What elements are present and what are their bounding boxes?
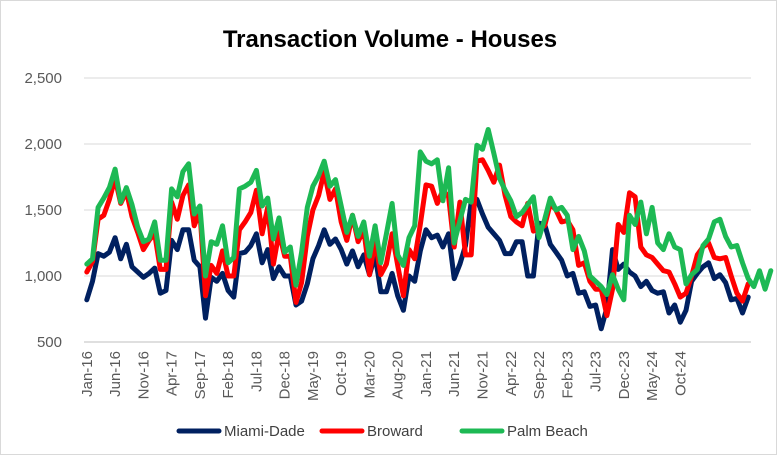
x-tick-label: Sep-17 — [192, 351, 209, 399]
x-tick-label: May-24 — [644, 351, 661, 401]
series-lines — [84, 127, 774, 332]
legend: Miami-Dade Broward Palm Beach — [176, 423, 588, 440]
x-tick-label: Nov-21 — [475, 351, 492, 399]
x-tick-label: Jun-21 — [446, 351, 463, 397]
x-tick-label: Sep-22 — [531, 351, 548, 399]
x-tick-label: Jan-16 — [79, 351, 96, 397]
y-tick-label: 2,500 — [24, 70, 62, 87]
x-tick-label: Jul-18 — [248, 351, 265, 392]
chart-title: Transaction Volume - Houses — [223, 26, 557, 53]
x-tick-label: Mar-20 — [361, 351, 378, 399]
y-axis: 500 1,000 1,500 2,000 2,500 — [24, 70, 62, 351]
x-tick-label: May-19 — [305, 351, 322, 401]
y-tick-label: 1,000 — [24, 268, 62, 285]
legend-label: Broward — [367, 423, 423, 440]
x-tick-label: Jan-21 — [418, 351, 435, 397]
x-tick-label: Feb-18 — [220, 351, 237, 399]
series-line-miami-dade — [84, 196, 751, 332]
legend-item: Palm Beach — [459, 423, 588, 440]
x-tick-label: Jun-16 — [107, 351, 124, 397]
legend-item: Miami-Dade — [176, 423, 305, 440]
legend-label: Miami-Dade — [224, 423, 305, 440]
x-tick-label: Aug-20 — [390, 351, 407, 399]
x-tick-label: Oct-19 — [333, 351, 350, 396]
legend-item: Broward — [319, 423, 423, 440]
legend-label: Palm Beach — [507, 423, 588, 440]
x-tick-label: Apr-22 — [503, 351, 520, 396]
y-tick-label: 1,500 — [24, 202, 62, 219]
x-tick-label: Feb-23 — [559, 351, 576, 399]
x-tick-label: Jul-23 — [588, 351, 605, 392]
x-tick-label: Oct-24 — [672, 351, 689, 396]
x-axis: Jan-16 Jun-16 Nov-16 Apr-17 Sep-17 Feb-18 Jul-… — [79, 341, 751, 401]
series-line-palm-beach — [84, 127, 774, 303]
y-tick-label: 500 — [37, 334, 62, 351]
x-tick-label: Dec-23 — [616, 351, 633, 399]
x-tick-label: Apr-17 — [164, 351, 181, 396]
y-tick-label: 2,000 — [24, 136, 62, 153]
x-tick-label: Dec-18 — [277, 351, 294, 399]
x-tick-label: Nov-16 — [135, 351, 152, 399]
